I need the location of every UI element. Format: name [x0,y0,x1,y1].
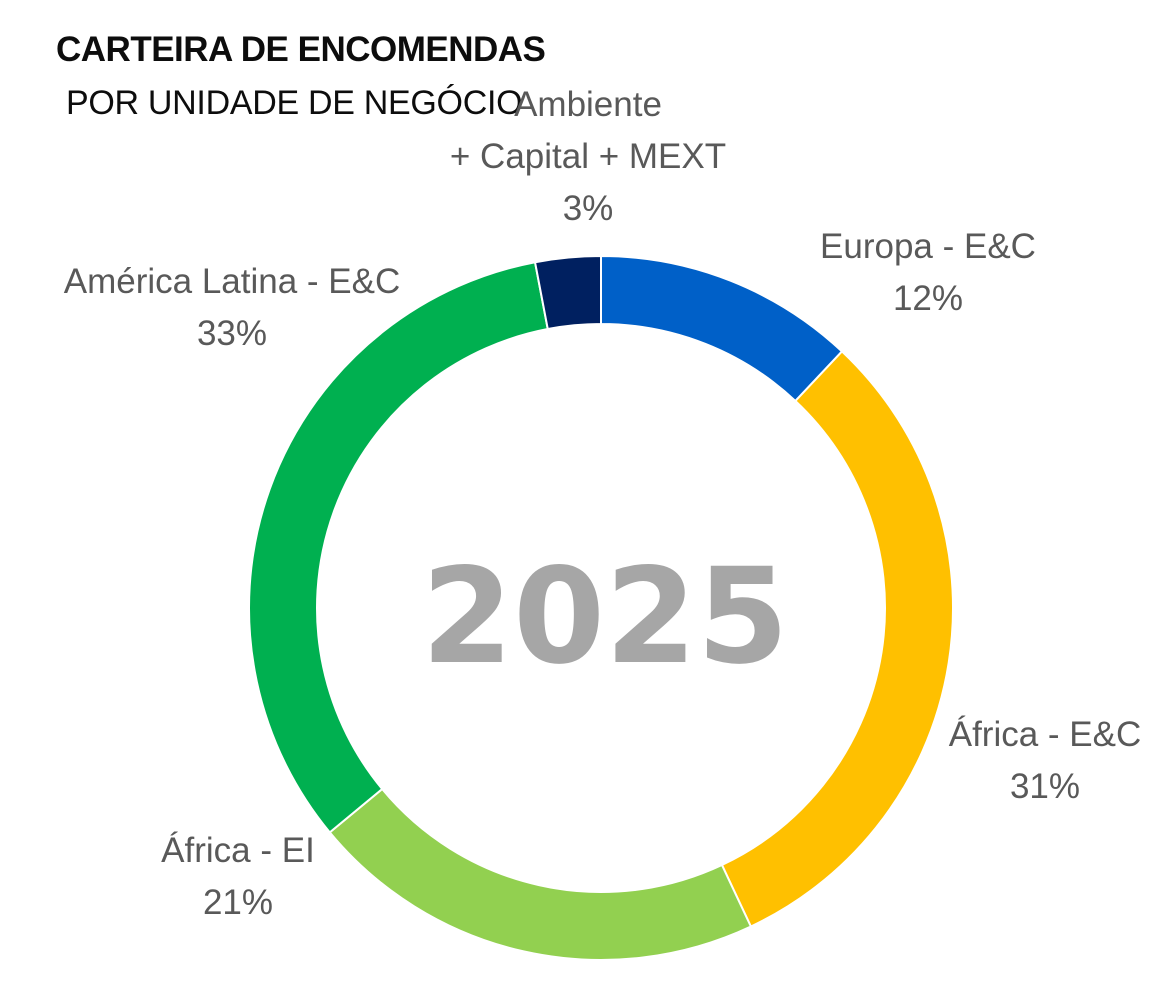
slice-name-label: África - E&C [949,715,1142,754]
donut-slices [248,254,954,961]
slice-labels: Europa - E&C 12%África - E&C 31%África - E… [64,85,1142,922]
donut-slice [600,254,844,403]
donut-slice [533,254,602,331]
chart-title: CARTEIRA DE ENCOMENDAS [56,30,546,69]
slice-name-label: Europa - E&C [820,227,1036,266]
slice-percent-label: 21% [203,883,273,922]
slice-label: Europa - E&C 12% [820,227,1036,318]
slice-name-label: África - EI [161,831,315,870]
center-year-label: 2025 [421,540,788,694]
slice-percent-label: 3% [563,189,614,228]
donut-slice [328,787,753,961]
donut-slice [248,261,549,834]
slice-name-label: Ambiente [514,85,662,124]
slice-label: Ambiente + Capital + MEXT 3% [450,85,726,228]
slice-label: África - E&C 31% [949,715,1142,806]
slice-percent-label: 12% [893,279,963,318]
slice-name-label: América Latina - E&C [64,262,401,301]
chart-subtitle: POR UNIDADE DE NEGÓCIO [66,84,523,122]
slice-label: América Latina - E&C 33% [64,262,401,353]
slice-percent-label: 31% [1010,767,1080,806]
slice-name-label: + Capital + MEXT [450,137,726,176]
slice-percent-label: 33% [197,314,267,353]
slice-label: África - EI 21% [161,831,315,922]
